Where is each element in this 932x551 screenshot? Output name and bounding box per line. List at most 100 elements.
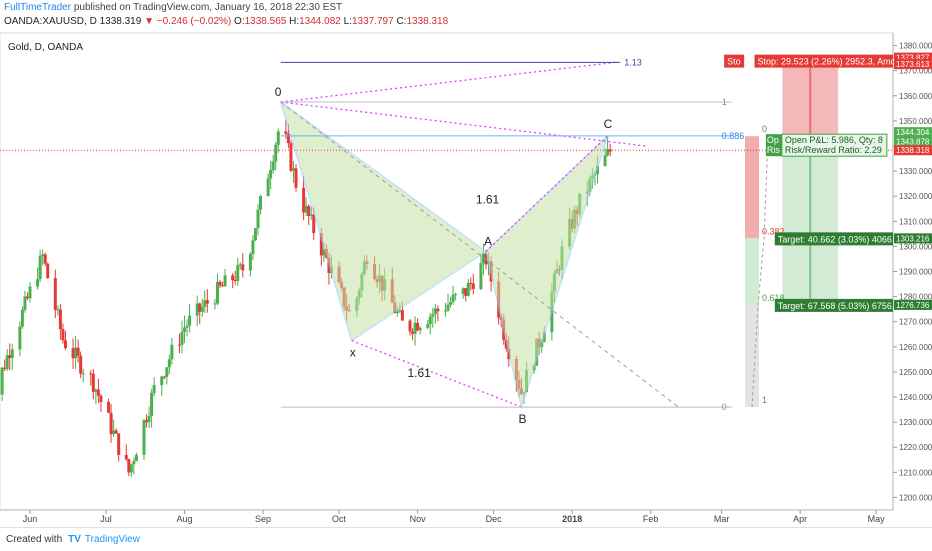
candle-body: [109, 412, 113, 435]
candle-body: [248, 254, 252, 271]
stop-label-bg: [754, 54, 893, 68]
stop-tab-bg: [724, 54, 745, 68]
candle-body: [289, 143, 293, 171]
diagonal-guide: [280, 101, 679, 408]
retrace-label: 0.618: [762, 293, 785, 303]
pnl-tab-bg: [765, 134, 782, 157]
candle-body: [411, 331, 415, 334]
candle-body: [256, 209, 260, 229]
candle-body: [38, 255, 42, 280]
candle-body: [170, 344, 174, 360]
candle-body: [418, 327, 422, 331]
target2-label-bg: [774, 298, 893, 312]
open-label: O:: [234, 16, 245, 27]
candle-body: [43, 254, 47, 264]
pattern-point-label: C: [604, 117, 613, 131]
y-tick-label: 1380.000: [899, 42, 932, 51]
candle-body: [89, 373, 93, 375]
y-tick-label: 1260.000: [899, 343, 932, 352]
candle-body: [466, 282, 470, 296]
candle-body: [58, 309, 62, 330]
x-tick-label: Jul: [100, 514, 112, 524]
candle-body: [18, 326, 22, 350]
oc-trend-line: [280, 101, 646, 147]
price-label-bg: [894, 127, 932, 138]
candle-body: [274, 144, 278, 162]
candle-body: [8, 355, 12, 359]
candle-body: [464, 288, 468, 296]
candle-body: [205, 300, 209, 304]
open-value: 1338.565: [244, 16, 287, 27]
candle-body: [134, 454, 138, 462]
retrace-label: 1: [762, 395, 767, 405]
candle-body: [294, 168, 298, 188]
candle-body: [185, 325, 189, 328]
candle-body: [284, 131, 288, 134]
candle-body: [200, 306, 204, 312]
candle-body: [94, 389, 98, 392]
candle-body: [304, 205, 308, 213]
pattern-triangle-2: [485, 135, 609, 410]
x-tick-label: Jun: [23, 514, 38, 524]
y-tick-label: 1320.000: [899, 192, 932, 201]
x-tick-label: Dec: [486, 514, 503, 524]
low-label: L:: [343, 16, 352, 27]
candle-body: [150, 392, 154, 416]
y-tick-label: 1220.000: [899, 443, 932, 452]
high-value: 1344.082: [299, 16, 341, 27]
candle-body: [147, 415, 151, 423]
y-tick-label: 1290.000: [899, 268, 932, 277]
candle-body: [309, 214, 313, 217]
candle-body: [266, 178, 270, 197]
candle-body: [96, 389, 100, 396]
x-tick-label: Apr: [793, 514, 807, 524]
candle-body: [259, 196, 263, 210]
price-label: 1303.216: [896, 234, 930, 243]
y-tick-label: 1230.000: [899, 418, 932, 427]
ratio-label-ac: 1.61: [476, 193, 500, 207]
candle-body: [286, 133, 290, 144]
fib-level-label: 1.13: [624, 57, 642, 67]
published-text: published on TradingView.com, January 16…: [73, 2, 343, 13]
candle-body: [319, 233, 323, 256]
candle-body: [142, 420, 146, 455]
candle-body: [426, 324, 430, 328]
candle-body: [408, 320, 412, 332]
candle-body: [449, 302, 453, 305]
price-label: 1373.613: [896, 60, 930, 69]
candle-body: [114, 430, 118, 434]
down-arrow-icon: ▼: [144, 16, 154, 27]
candle-body: [479, 263, 483, 290]
candle-body: [124, 454, 128, 460]
candle-body: [233, 280, 237, 282]
candle-body: [0, 367, 4, 395]
candle-body: [23, 296, 27, 310]
candle-body: [25, 296, 29, 299]
x-tick-label: May: [868, 514, 886, 524]
tradingview-logo-icon[interactable]: TV: [68, 534, 81, 545]
tradingview-link[interactable]: TradingView: [84, 534, 140, 545]
candle-body: [481, 253, 485, 264]
candle-body: [400, 310, 404, 321]
price-chart[interactable]: 1200.000 1210.000 1220.000 1230.000 1240.000…: [0, 0, 932, 527]
author-link[interactable]: FullTimeTrader: [4, 2, 72, 13]
x-tick-label: Sep: [255, 514, 271, 524]
candle-body: [606, 149, 610, 156]
x-tick-label: 2018: [562, 514, 582, 524]
candle-body: [63, 340, 67, 349]
candle-body: [79, 355, 83, 374]
y-tick-label: 1310.000: [899, 217, 932, 226]
candle-body: [223, 275, 227, 287]
candle-body: [152, 385, 156, 393]
price-label-bg: [894, 233, 932, 244]
price-label: 1373.827: [896, 54, 930, 63]
price-label-bg: [894, 52, 932, 63]
candle-body: [160, 376, 164, 386]
price-label: 1343.878: [896, 138, 930, 147]
candle-body: [307, 205, 311, 217]
y-tick-label: 1300.000: [899, 242, 932, 251]
candle-body: [188, 315, 192, 326]
candle-body: [276, 131, 280, 145]
x-tick-label: Aug: [177, 514, 193, 524]
y-tick-label: 1250.000: [899, 368, 932, 377]
